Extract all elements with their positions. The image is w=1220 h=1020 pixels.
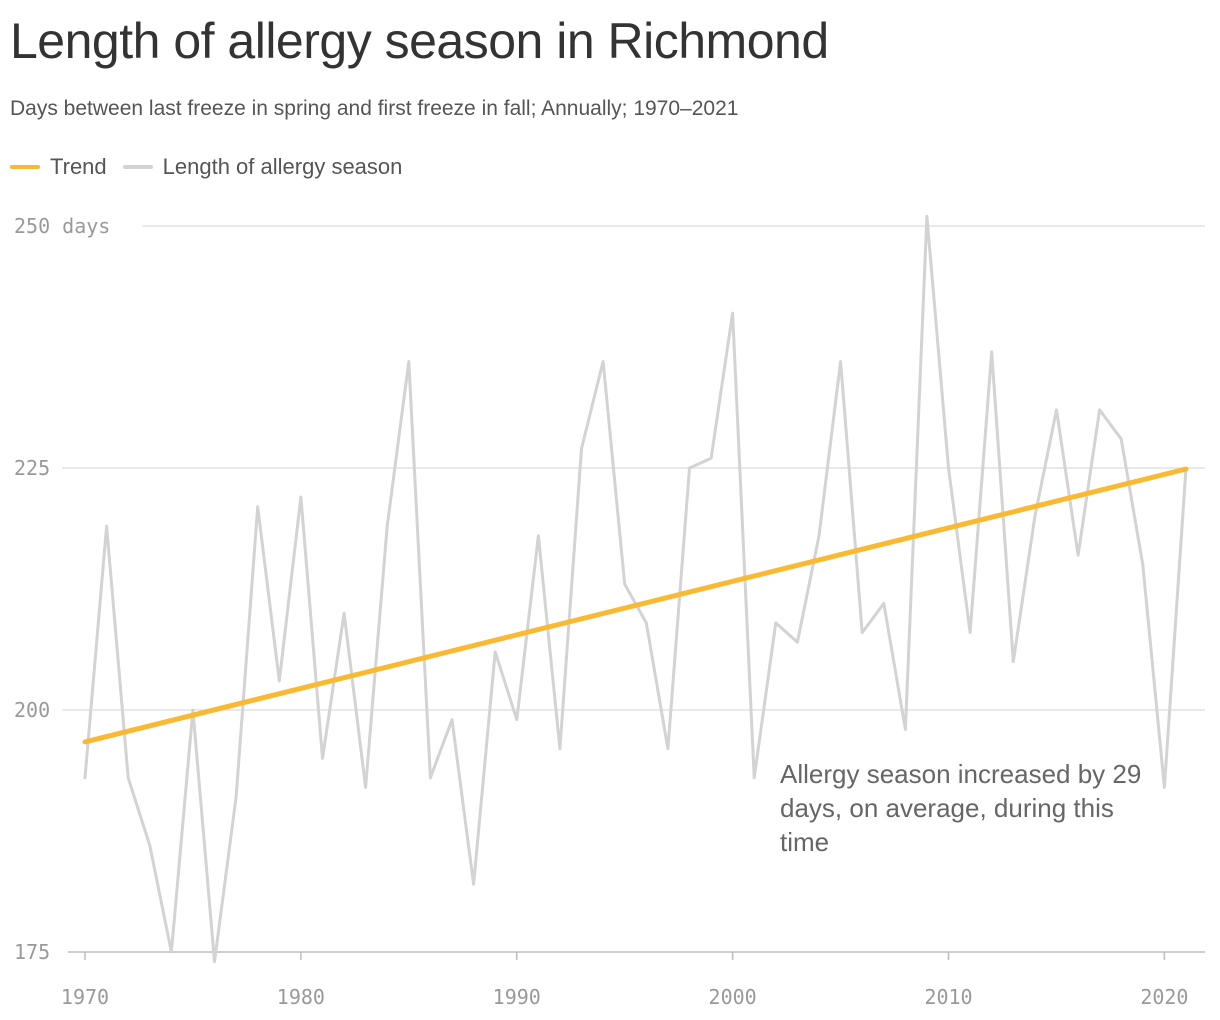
legend-label-trend: Trend [50,154,107,179]
chart-subtitle: Days between last freeze in spring and f… [10,97,739,120]
legend: Trend Length of allergy season [10,154,418,180]
x-axis: 1970 1980 1990 2000 2010 2020 [61,952,1188,1009]
gridlines: 250 days 225 200 175 [14,214,1205,964]
annotation: Allergy season increased by 29 days, on … [780,759,1142,857]
chart-title: Length of allergy season in Richmond [10,13,829,69]
series-lines [82,214,1189,964]
legend-swatch-length [122,165,153,169]
x-tick-label: 2000 [709,985,757,1009]
x-tick-label: 2010 [924,985,972,1009]
x-tick-label: 1980 [277,985,325,1009]
x-tick-label: 1970 [61,985,109,1009]
y-tick-label: 225 [14,456,50,480]
x-tick-label: 2020 [1140,985,1188,1009]
trend-line [82,466,1189,745]
y-tick-label: 200 [14,698,50,722]
y-tick-label: 175 [14,940,50,964]
legend-item-length: Length of allergy season [122,154,403,180]
legend-swatch-trend [10,165,40,169]
x-tick-label: 1990 [493,985,541,1009]
legend-label-length: Length of allergy season [162,154,403,179]
legend-item-trend: Trend [10,154,107,180]
y-tick-label: 250 days [14,214,110,238]
